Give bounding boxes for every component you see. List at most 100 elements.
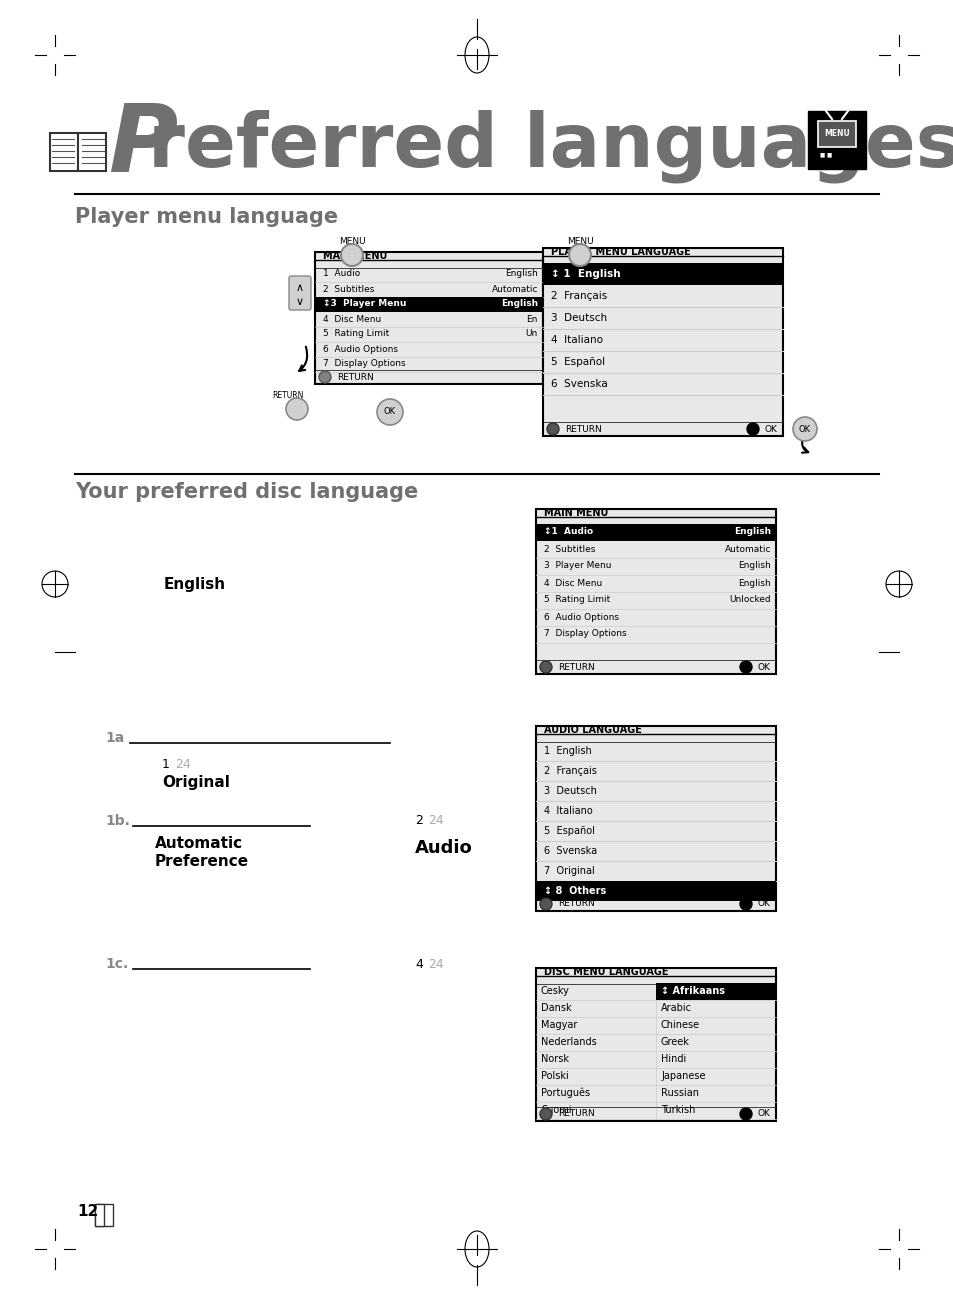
- Bar: [817, 121, 855, 147]
- Text: 24: 24: [174, 758, 191, 771]
- Text: 6  Svenska: 6 Svenska: [551, 379, 607, 389]
- Text: English: English: [164, 576, 226, 592]
- Text: Português: Português: [540, 1088, 590, 1098]
- Text: 4  Italiano: 4 Italiano: [551, 335, 602, 346]
- Bar: [536, 968, 775, 1121]
- Text: ∨: ∨: [295, 297, 304, 306]
- Text: 5  Español: 5 Español: [551, 357, 604, 366]
- Text: 5  Rating Limit: 5 Rating Limit: [323, 330, 389, 339]
- Text: 24: 24: [428, 815, 443, 828]
- Text: OK: OK: [383, 407, 395, 416]
- Text: MENU: MENU: [338, 236, 365, 245]
- Text: 24: 24: [428, 957, 443, 970]
- Text: OK: OK: [758, 1110, 770, 1119]
- Text: RETURN: RETURN: [558, 662, 594, 672]
- Text: 4  Disc Menu: 4 Disc Menu: [543, 579, 601, 588]
- Text: RETURN: RETURN: [272, 391, 303, 400]
- Ellipse shape: [340, 244, 363, 266]
- Text: Cesky: Cesky: [540, 986, 569, 996]
- Text: ↕ 1  English: ↕ 1 English: [551, 269, 620, 279]
- Text: 1: 1: [162, 758, 170, 771]
- Ellipse shape: [286, 398, 308, 420]
- Text: 1b.: 1b.: [105, 814, 130, 828]
- Text: P: P: [108, 100, 177, 192]
- Text: 4: 4: [415, 957, 422, 970]
- Text: Polski: Polski: [540, 1071, 568, 1081]
- Text: Turkish: Turkish: [660, 1104, 695, 1115]
- FancyBboxPatch shape: [289, 276, 311, 310]
- Text: Automatic: Automatic: [154, 836, 243, 850]
- Text: English: English: [505, 270, 537, 279]
- Text: 2  Français: 2 Français: [551, 291, 607, 301]
- Ellipse shape: [546, 422, 558, 436]
- Text: MAIN MENU: MAIN MENU: [323, 250, 387, 261]
- Text: DISC MENU LANGUAGE: DISC MENU LANGUAGE: [543, 968, 668, 977]
- Text: 5  Rating Limit: 5 Rating Limit: [543, 596, 610, 605]
- Text: 2  Subtitles: 2 Subtitles: [323, 284, 374, 293]
- Text: OK: OK: [798, 425, 810, 433]
- Ellipse shape: [746, 422, 759, 436]
- Bar: [656, 983, 775, 1000]
- Bar: [78, 133, 106, 171]
- Text: ↕1  Audio: ↕1 Audio: [543, 528, 593, 536]
- Text: English: English: [733, 528, 770, 536]
- Text: OK: OK: [758, 662, 770, 672]
- Text: ↕ Afrikaans: ↕ Afrikaans: [660, 986, 724, 996]
- Bar: [314, 297, 542, 312]
- Text: PLAYER MENU LANGUAGE: PLAYER MENU LANGUAGE: [551, 246, 690, 257]
- Ellipse shape: [740, 661, 751, 673]
- Text: 3  Player Menu: 3 Player Menu: [543, 562, 611, 571]
- Text: English: English: [500, 300, 537, 309]
- Bar: [95, 1204, 104, 1226]
- Ellipse shape: [376, 399, 402, 425]
- Text: English: English: [738, 579, 770, 588]
- Ellipse shape: [539, 661, 552, 673]
- Text: RETURN: RETURN: [564, 425, 601, 433]
- Text: OK: OK: [764, 425, 777, 433]
- Text: RETURN: RETURN: [558, 900, 594, 909]
- Text: Russian: Russian: [660, 1088, 699, 1098]
- Text: Hindi: Hindi: [660, 1054, 685, 1064]
- Text: 7  Original: 7 Original: [543, 866, 594, 876]
- Text: referred languages: referred languages: [148, 110, 953, 183]
- Text: Magyar: Magyar: [540, 1020, 577, 1030]
- Text: 7  Display Options: 7 Display Options: [323, 360, 405, 369]
- Text: Automatic: Automatic: [723, 545, 770, 553]
- Ellipse shape: [539, 898, 552, 910]
- Bar: [542, 248, 782, 436]
- Bar: [807, 111, 865, 170]
- Text: RETURN: RETURN: [336, 373, 374, 382]
- Text: Dansk: Dansk: [540, 1003, 571, 1013]
- Text: Nederlands: Nederlands: [540, 1037, 597, 1047]
- Text: 7  Display Options: 7 Display Options: [543, 630, 626, 639]
- Text: 2: 2: [415, 815, 422, 828]
- Text: Norsk: Norsk: [540, 1054, 568, 1064]
- Text: 1  English: 1 English: [543, 746, 591, 756]
- Text: ↕ 8  Others: ↕ 8 Others: [543, 885, 605, 896]
- Bar: [536, 509, 775, 674]
- Text: 1a: 1a: [105, 732, 124, 745]
- Text: Audio: Audio: [415, 838, 473, 857]
- Text: Chinese: Chinese: [660, 1020, 700, 1030]
- Text: OK: OK: [758, 900, 770, 909]
- Bar: [536, 882, 775, 901]
- Text: 3  Deutsch: 3 Deutsch: [543, 786, 597, 795]
- Text: 6  Svenska: 6 Svenska: [543, 846, 597, 855]
- Bar: [536, 726, 775, 911]
- Bar: [95, 1204, 112, 1226]
- Ellipse shape: [568, 244, 590, 266]
- Text: Player menu language: Player menu language: [75, 207, 337, 227]
- Text: RETURN: RETURN: [558, 1110, 594, 1119]
- Text: MENU: MENU: [823, 129, 849, 138]
- Text: 6  Audio Options: 6 Audio Options: [323, 344, 397, 353]
- Text: En: En: [526, 314, 537, 323]
- Text: MENU: MENU: [566, 236, 593, 245]
- Text: 6  Audio Options: 6 Audio Options: [543, 613, 618, 622]
- Bar: [536, 524, 775, 541]
- Text: 1  Audio: 1 Audio: [323, 270, 360, 279]
- Text: Suomi: Suomi: [540, 1104, 571, 1115]
- Text: 4  Disc Menu: 4 Disc Menu: [323, 314, 381, 323]
- Text: Japanese: Japanese: [660, 1071, 705, 1081]
- Bar: [542, 263, 782, 286]
- Text: English: English: [738, 562, 770, 571]
